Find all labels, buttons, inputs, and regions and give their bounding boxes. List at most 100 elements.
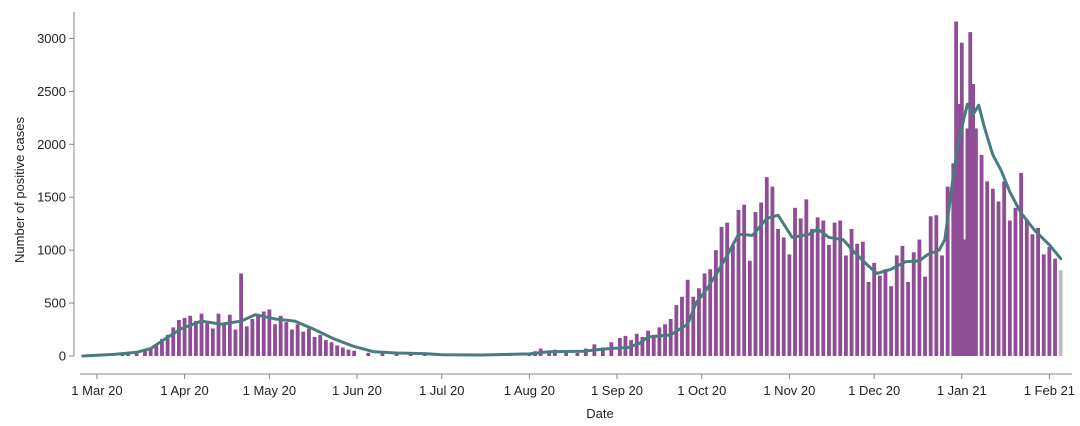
- bar: [776, 228, 780, 356]
- bar: [154, 344, 159, 356]
- axes-layer: 1 Mar 20 1 Apr 20 1 May 20 1 Jun 20 1 Jul 20…: [37, 12, 1075, 398]
- bar: [290, 329, 294, 356]
- bar: [770, 186, 775, 356]
- bar: [1002, 181, 1007, 356]
- bar: [1013, 207, 1018, 356]
- bar: [1030, 234, 1035, 356]
- x-tick-label: 1 Mar 20: [71, 383, 122, 398]
- bar: [312, 336, 317, 356]
- bar: [713, 250, 718, 356]
- bar: [273, 324, 277, 356]
- bar: [954, 21, 959, 357]
- bar: [646, 330, 650, 356]
- bar: [804, 199, 809, 356]
- bar: [957, 104, 961, 356]
- bar: [866, 281, 871, 356]
- bar: [352, 350, 357, 356]
- bar: [171, 327, 176, 356]
- bar: [793, 207, 797, 356]
- bar: [821, 220, 826, 356]
- bar: [422, 354, 427, 356]
- bar: [380, 353, 385, 356]
- y-tick-label: 500: [44, 296, 66, 311]
- bar: [239, 273, 244, 356]
- bar: [719, 226, 724, 356]
- bar: [940, 255, 944, 356]
- bar: [193, 321, 198, 356]
- bar: [691, 296, 696, 356]
- bar: [906, 281, 910, 356]
- bar: [244, 326, 249, 356]
- bar: [199, 313, 204, 356]
- bar: [160, 339, 164, 356]
- bar: [844, 255, 848, 356]
- bar: [747, 260, 752, 356]
- bar: [267, 309, 272, 356]
- moving-average-line: [81, 102, 1063, 358]
- bar: [600, 347, 605, 356]
- x-tick-label: 1 Nov 20: [763, 383, 815, 398]
- bar: [547, 351, 552, 356]
- bar: [877, 275, 882, 356]
- bar: [1036, 227, 1040, 356]
- y-tick-label: 0: [59, 349, 66, 364]
- bar: [974, 128, 978, 356]
- bar: [911, 252, 916, 356]
- bar: [623, 335, 628, 356]
- bar: [651, 334, 656, 356]
- bar: [985, 181, 990, 356]
- bar: [210, 328, 215, 356]
- bar: [781, 237, 786, 356]
- bar: [725, 222, 730, 356]
- bar: [394, 353, 399, 356]
- bar: [872, 262, 877, 356]
- y-tick-label: 3000: [37, 31, 66, 46]
- bar: [564, 350, 569, 356]
- bar: [177, 320, 181, 356]
- bar: [261, 311, 266, 356]
- bar: [182, 317, 187, 356]
- bar: [657, 327, 662, 356]
- bars-layer: [80, 21, 1063, 357]
- bar: [832, 222, 837, 356]
- bar: [1058, 270, 1063, 356]
- bar: [894, 255, 899, 356]
- bar: [318, 334, 323, 356]
- bar: [917, 239, 922, 356]
- x-tick-label: 1 Jan 21: [937, 383, 987, 398]
- bar: [979, 154, 984, 356]
- bar: [889, 286, 894, 356]
- bar: [295, 324, 300, 356]
- bar: [256, 314, 260, 356]
- bar: [945, 186, 950, 356]
- x-tick-label: 1 Sep 20: [591, 383, 643, 398]
- x-tick-label: 1 Oct 20: [677, 383, 726, 398]
- bar: [366, 352, 371, 356]
- bar: [708, 269, 713, 356]
- bar: [227, 314, 232, 356]
- bar: [340, 347, 345, 356]
- bar: [971, 83, 975, 356]
- bar: [685, 279, 690, 356]
- bar: [798, 218, 803, 356]
- bar: [346, 349, 351, 356]
- bar: [787, 254, 792, 356]
- bar: [148, 347, 153, 356]
- bar: [990, 188, 995, 356]
- y-axis-title: Number of positive cases: [12, 117, 27, 263]
- bar: [736, 209, 741, 356]
- bar: [702, 273, 707, 356]
- bar: [860, 241, 865, 356]
- bar: [764, 177, 769, 356]
- bar: [323, 340, 328, 356]
- bar: [1019, 172, 1024, 356]
- bar: [900, 245, 905, 356]
- bar: [810, 228, 814, 356]
- bar: [965, 128, 970, 356]
- bar: [134, 352, 139, 356]
- bar: [205, 323, 210, 356]
- bar: [575, 352, 580, 356]
- bar: [883, 269, 888, 356]
- bar: [849, 228, 854, 356]
